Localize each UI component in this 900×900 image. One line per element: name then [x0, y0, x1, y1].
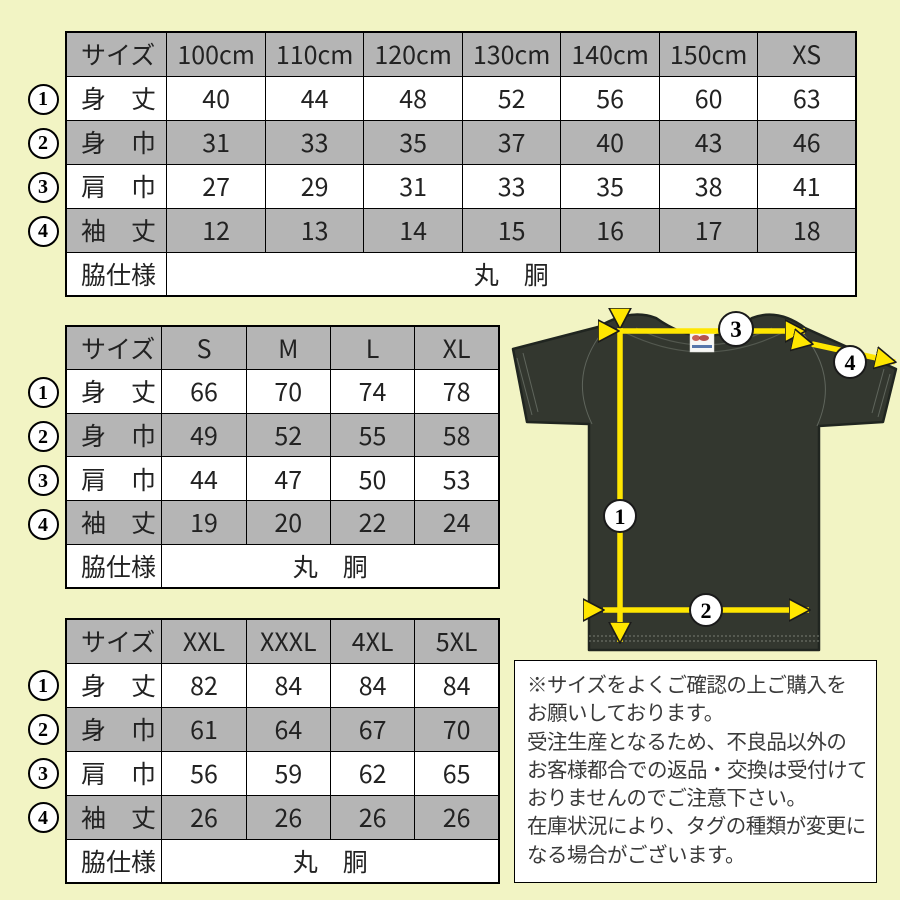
- svg-text:1: 1: [615, 504, 626, 529]
- svg-text:4: 4: [845, 350, 856, 375]
- svg-text:3: 3: [730, 317, 742, 342]
- svg-text:2: 2: [701, 598, 712, 623]
